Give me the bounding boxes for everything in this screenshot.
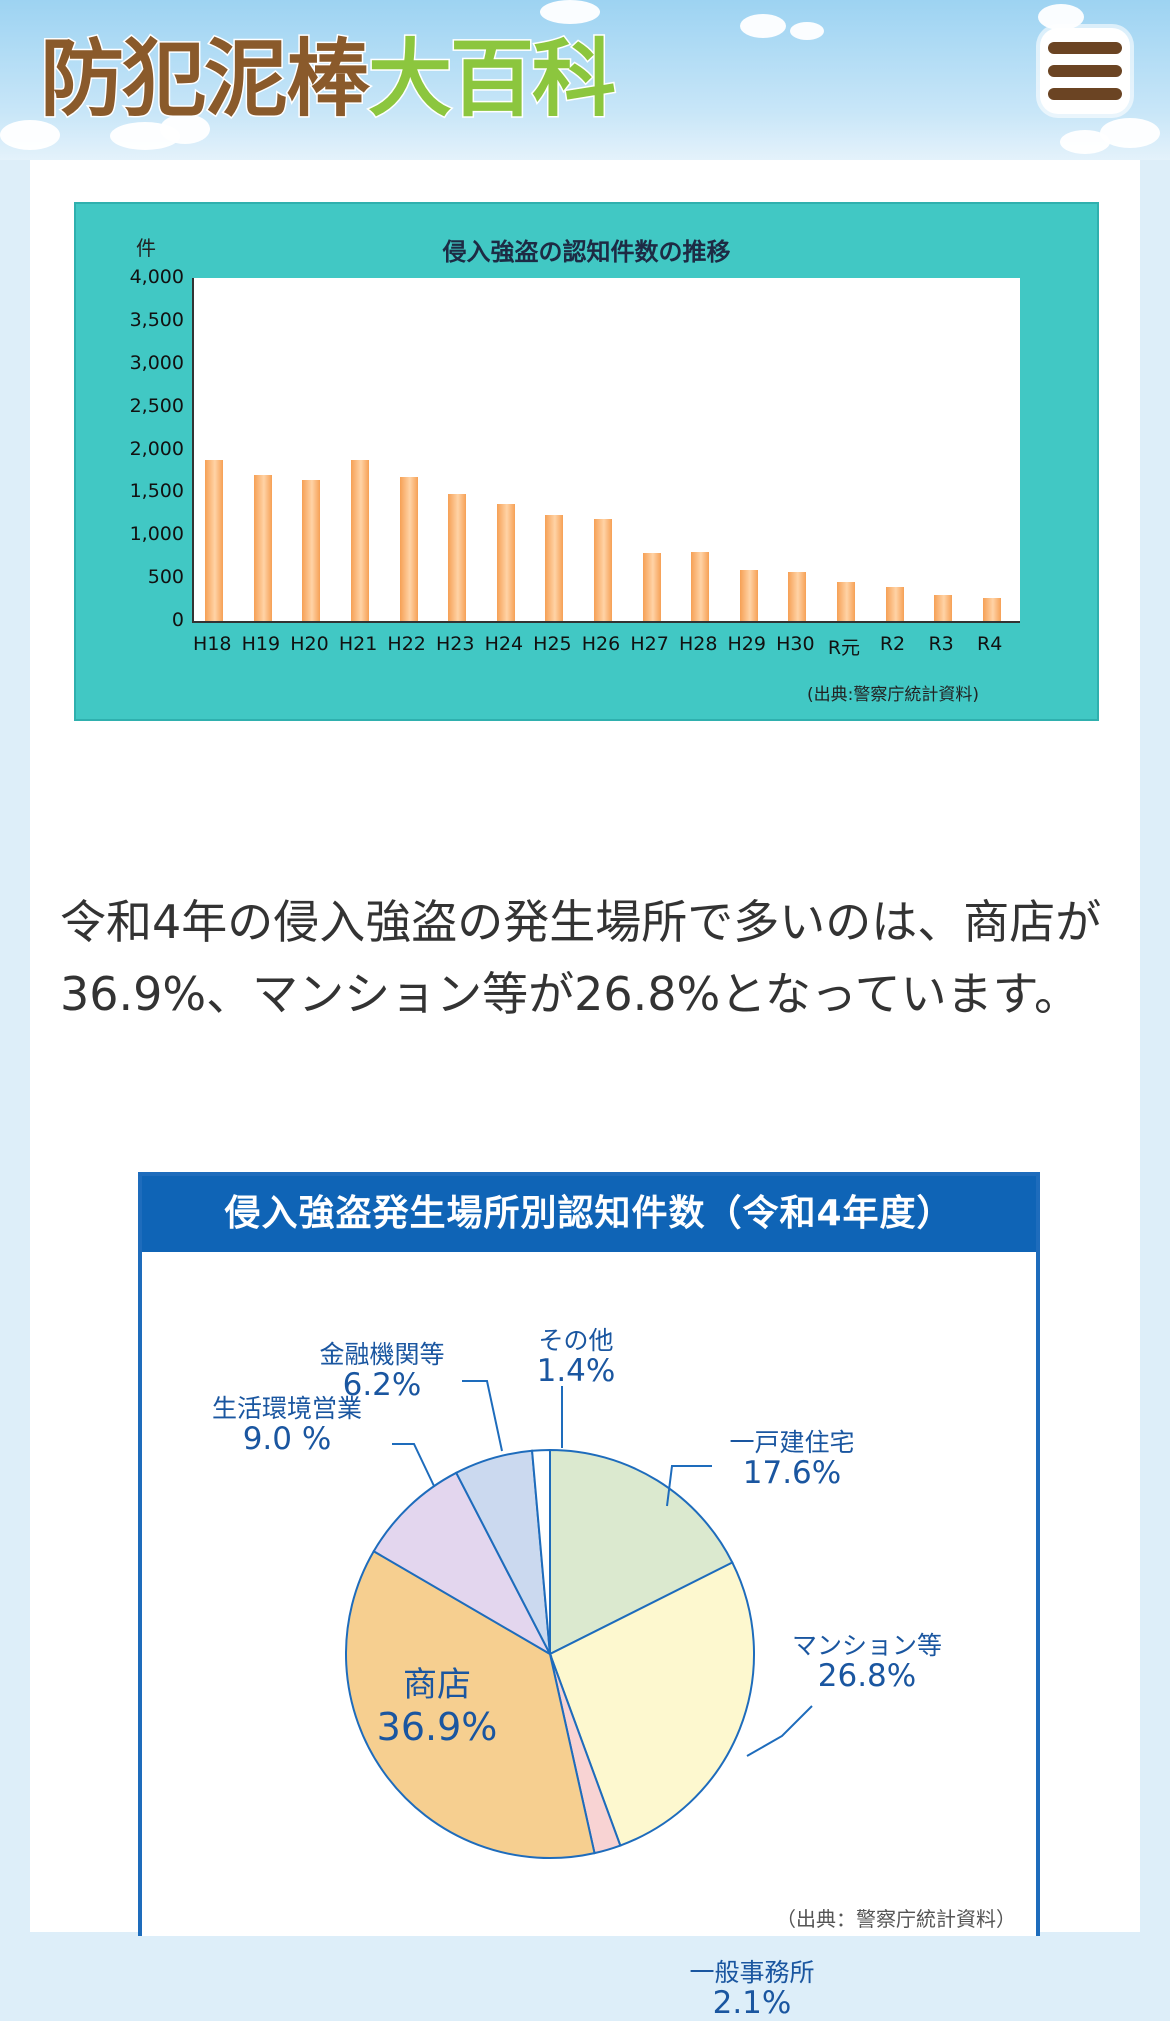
pie-label-value: 26.8% — [817, 1658, 917, 1694]
x-tick-label: R3 — [928, 633, 954, 655]
menu-line-icon — [1048, 65, 1122, 77]
y-tick-label: 2,500 — [129, 394, 184, 417]
pie-label-生活環境営業: 生活環境営業 9.0 % — [182, 1394, 392, 1457]
y-tick-label: 4,000 — [129, 266, 184, 288]
y-tick-label: 2,000 — [129, 437, 184, 460]
pie-label-name: その他 — [538, 1326, 614, 1355]
pie-svg — [345, 1380, 813, 1859]
pie-slice-マンション等 — [548, 1561, 755, 1847]
pie-label-value: 9.0 % — [242, 1421, 332, 1457]
x-tick-label: H23 — [436, 633, 475, 655]
pie-label-金融機関等: 金融機関等 6.2% — [302, 1340, 462, 1403]
menu-line-icon — [1048, 42, 1122, 54]
pie-label-一戸建住宅: 一戸建住宅 17.6% — [712, 1428, 872, 1491]
site-header: 防犯泥棒 大百科 — [0, 0, 1170, 160]
pie-label-name: 一戸建住宅 — [729, 1428, 855, 1457]
y-tick-label: 3,500 — [129, 308, 184, 331]
leader-line — [462, 1380, 503, 1452]
bar-H21 — [351, 459, 370, 621]
x-tick-label: H29 — [727, 633, 766, 655]
logo-text-main: 防犯泥棒 — [38, 28, 371, 129]
bar-H28 — [691, 551, 710, 621]
bar-chart-source: (出典:警察庁統計資料) — [807, 685, 979, 705]
bar-chart-title: 侵入強盗の認知件数の推移 — [442, 238, 731, 266]
x-tick-label: H21 — [338, 633, 378, 655]
leader-line — [392, 1443, 435, 1487]
bar-H26 — [594, 518, 612, 621]
y-tick-label: 3,000 — [129, 351, 184, 374]
bar-R元 — [836, 582, 855, 621]
x-tick-label: H26 — [581, 633, 621, 655]
x-tick-label: H20 — [290, 633, 329, 655]
leader-line — [746, 1705, 813, 1757]
pie-slice-商店 — [345, 1549, 596, 1859]
pie-label-name: 商店 — [403, 1665, 471, 1705]
bar-chart: 件 侵入強盗の認知件数の推移 4,000 3,500 3,000 2,500 2,000… — [74, 202, 1099, 721]
pie-label-name: マンション等 — [791, 1631, 942, 1660]
x-tick-label: H19 — [241, 633, 281, 655]
y-tick-label: 1,500 — [129, 480, 184, 503]
logo-text-sub: 大百科 — [367, 28, 618, 129]
pie-label-一般事務所: 一般事務所 2.1% — [672, 1958, 832, 2021]
pie-label-name: 生活環境営業 — [211, 1394, 362, 1423]
body-paragraph: 令和4年の侵入強盗の発生場所で多いのは、商店が36.9%、マンション等が26.8… — [60, 895, 1102, 1021]
hamburger-menu-button[interactable] — [1040, 28, 1130, 114]
pie-label-商店: 商店 36.9% — [372, 1664, 502, 1748]
pie-slice-一戸建住宅 — [549, 1448, 734, 1656]
leader-line — [666, 1465, 712, 1507]
pie-label-value: 1.4% — [536, 1353, 616, 1389]
bar-H27 — [642, 553, 661, 621]
pie-label-value: 2.1% — [712, 1985, 792, 2021]
bar-H18 — [205, 459, 224, 621]
pie-label-マンション等: マンション等 26.8% — [782, 1631, 952, 1694]
pie-label-name: 一般事務所 — [689, 1958, 815, 1987]
x-tick-label: H18 — [193, 633, 232, 655]
y-tick-label: 1,000 — [129, 523, 184, 546]
bar-R2 — [885, 586, 904, 621]
bar-H24 — [496, 503, 515, 621]
bar-H23 — [448, 494, 467, 621]
x-tick-label: H25 — [533, 633, 572, 655]
x-tick-label: H24 — [484, 633, 524, 655]
pie-label-value: 36.9% — [376, 1705, 498, 1749]
bar-H29 — [739, 570, 758, 621]
y-tick-label: 500 — [147, 566, 184, 589]
bar-R3 — [934, 595, 953, 621]
bar-H25 — [545, 514, 564, 621]
x-tick-label: H22 — [387, 633, 426, 655]
pie-chart: 侵入強盗発生場所別認知件数（令和4年度） 一戸建住宅 17.6% マンション等 26.… — [138, 1172, 1040, 2019]
pie-chart-source: （出典：警察庁統計資料） — [776, 1907, 1016, 1931]
plot-area — [192, 278, 1020, 623]
pie-label-value: 6.2% — [342, 1367, 422, 1403]
pie-slice-生活環境営業 — [372, 1471, 553, 1657]
content-panel: 件 侵入強盗の認知件数の推移 4,000 3,500 3,000 2,500 2,000… — [30, 160, 1140, 2019]
bar-H30 — [788, 572, 807, 621]
bar-H19 — [253, 475, 272, 621]
x-tick-label: R2 — [879, 633, 906, 655]
menu-line-icon — [1048, 88, 1122, 100]
x-tick-label: H27 — [630, 633, 669, 655]
y-tick-label: 0 — [171, 609, 184, 631]
pie-label-value: 17.6% — [742, 1455, 842, 1491]
bar-R4 — [982, 597, 1001, 621]
site-logo[interactable]: 防犯泥棒 大百科 — [38, 22, 617, 129]
x-tick-label: R元 — [827, 637, 861, 659]
bar-H22 — [399, 476, 418, 621]
x-tick-label: H30 — [776, 633, 815, 655]
pie-label-name: 金融機関等 — [319, 1340, 445, 1369]
x-tick-label: R4 — [977, 633, 1003, 655]
pie-label-その他: その他 1.4% — [526, 1326, 626, 1389]
x-tick-label: H28 — [678, 633, 718, 655]
y-unit-label: 件 — [136, 236, 156, 260]
pie-chart-title: 侵入強盗発生場所別認知件数（令和4年度） — [142, 1176, 1036, 1252]
pie-slice-その他 — [530, 1448, 551, 1655]
bar-H20 — [302, 480, 321, 621]
